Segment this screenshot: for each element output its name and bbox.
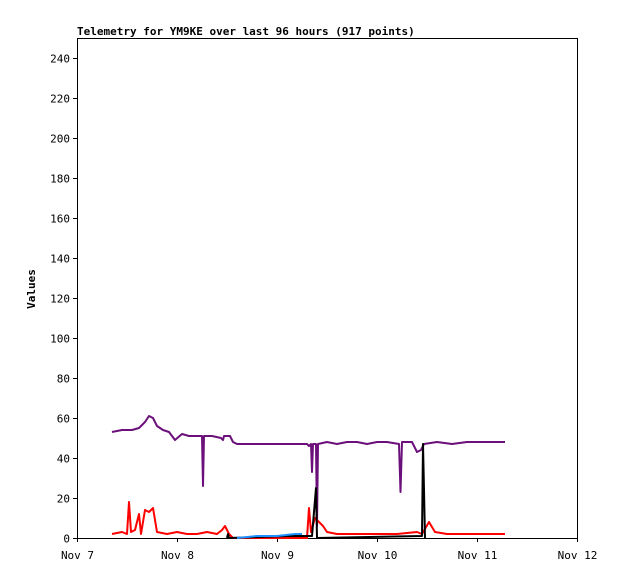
y-tick-label: 60 <box>57 413 70 426</box>
plot-area-frame <box>77 38 578 539</box>
y-tick-label: 20 <box>57 493 70 506</box>
y-axis: 0 20 40 60 80 100 120 140 160 180 200 220 240 <box>50 53 77 546</box>
x-tick-label: Nov 11 <box>458 549 498 562</box>
y-tick-label: 180 <box>50 173 70 186</box>
y-tick-label: 240 <box>50 53 70 66</box>
y-tick-label: 120 <box>50 293 70 306</box>
x-tick-label: Nov 10 <box>358 549 398 562</box>
x-tick-label: Nov 7 <box>61 549 94 562</box>
x-axis: Nov 7 Nov 8 Nov 9 Nov 10 Nov 11 Nov 12 <box>61 538 597 562</box>
series-layer <box>111 415 505 539</box>
y-tick-label: 100 <box>50 333 70 346</box>
y-tick-label: 40 <box>57 453 70 466</box>
y-axis-label: Values <box>25 269 38 309</box>
series-line-2 <box>111 501 505 539</box>
series-line-3 <box>226 443 426 539</box>
x-tick-label: Nov 8 <box>161 549 194 562</box>
y-tick-label: 140 <box>50 253 70 266</box>
y-tick-label: 220 <box>50 93 70 106</box>
y-tick-label: 200 <box>50 133 70 146</box>
chart-title: Telemetry for YM9KE over last 96 hours (… <box>77 25 415 38</box>
y-tick-label: 80 <box>57 373 70 386</box>
y-tick-label: 160 <box>50 213 70 226</box>
series-line-4 <box>236 533 302 539</box>
x-tick-label: Nov 9 <box>261 549 294 562</box>
x-tick-label: Nov 12 <box>558 549 598 562</box>
series-line-1 <box>111 415 505 527</box>
y-tick-label: 0 <box>63 533 70 546</box>
